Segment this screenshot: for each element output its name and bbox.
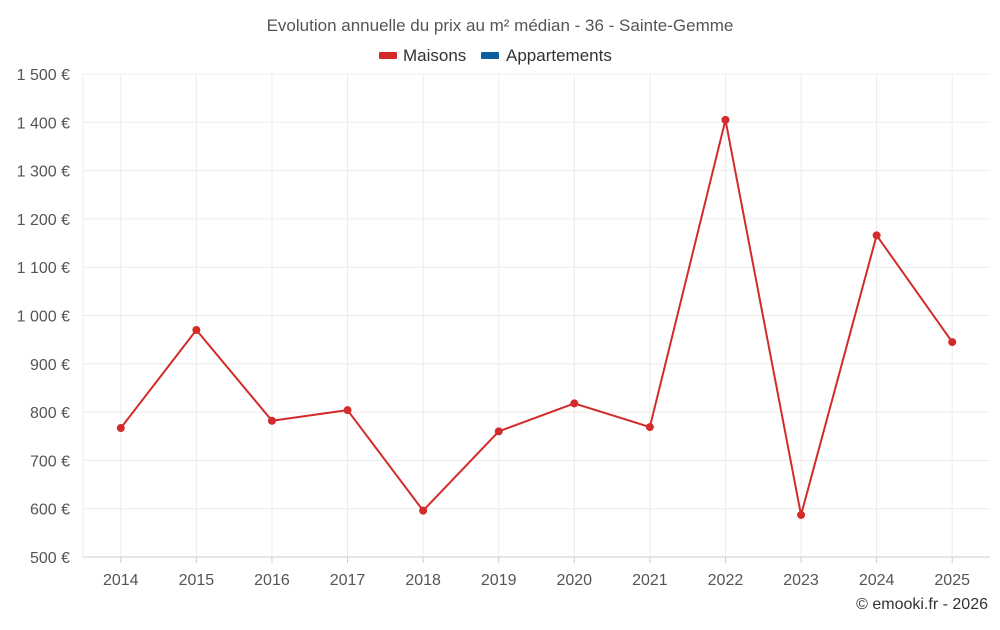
data-point[interactable] — [645, 423, 654, 432]
data-point[interactable] — [419, 506, 428, 515]
grid — [82, 73, 990, 558]
x-tick-label: 2018 — [405, 572, 441, 589]
series-maisons — [116, 115, 957, 519]
y-tick-label: 500 € — [30, 550, 70, 567]
y-tick-label: 900 € — [30, 357, 70, 374]
legend-swatch-appartements[interactable] — [481, 52, 499, 59]
series-line-maisons — [119, 118, 954, 516]
x-tick-label: 2024 — [859, 572, 895, 589]
data-point[interactable] — [343, 406, 352, 415]
data-point[interactable] — [570, 399, 579, 408]
data-point[interactable] — [721, 115, 730, 124]
y-axis: 500 € 600 € 700 € 800 € 900 € 1 000 € 1 100 € 1… — [17, 67, 70, 567]
x-tick-label: 2015 — [179, 572, 215, 589]
y-tick-label: 800 € — [30, 405, 70, 422]
data-point[interactable] — [267, 416, 276, 425]
y-tick-label: 1 300 € — [17, 164, 70, 181]
legend: Maisons Appartements — [379, 46, 612, 65]
y-tick-label: 700 € — [30, 453, 70, 470]
credit-text: © emooki.fr - 2026 — [856, 596, 988, 613]
x-tick-label: 2017 — [330, 572, 366, 589]
legend-swatch-maisons[interactable] — [379, 52, 397, 59]
y-tick-label: 1 000 € — [17, 309, 70, 326]
x-tick-label: 2025 — [934, 572, 970, 589]
x-tick-label: 2019 — [481, 572, 517, 589]
data-point[interactable] — [494, 427, 503, 436]
chart-title: Evolution annuelle du prix au m² médian … — [267, 16, 734, 35]
data-point[interactable] — [192, 325, 201, 334]
x-tick-label: 2021 — [632, 572, 668, 589]
x-tick-label: 2020 — [556, 572, 592, 589]
x-tick-label: 2022 — [708, 572, 744, 589]
x-tick-label: 2014 — [103, 572, 139, 589]
x-tick-label: 2016 — [254, 572, 290, 589]
data-point[interactable] — [797, 510, 806, 519]
y-tick-label: 1 100 € — [17, 260, 70, 277]
y-tick-label: 1 500 € — [17, 67, 70, 84]
legend-label-maisons[interactable]: Maisons — [403, 46, 466, 65]
x-axis: 2014 2015 2016 2017 2018 2019 2020 2021 2022 2023… — [103, 557, 970, 589]
data-point[interactable] — [872, 231, 881, 240]
data-point[interactable] — [116, 424, 125, 433]
y-tick-label: 600 € — [30, 502, 70, 519]
x-tick-label: 2023 — [783, 572, 819, 589]
data-point[interactable] — [948, 338, 957, 347]
y-tick-label: 1 400 € — [17, 115, 70, 132]
legend-label-appartements[interactable]: Appartements — [506, 46, 612, 65]
y-tick-label: 1 200 € — [17, 212, 70, 229]
